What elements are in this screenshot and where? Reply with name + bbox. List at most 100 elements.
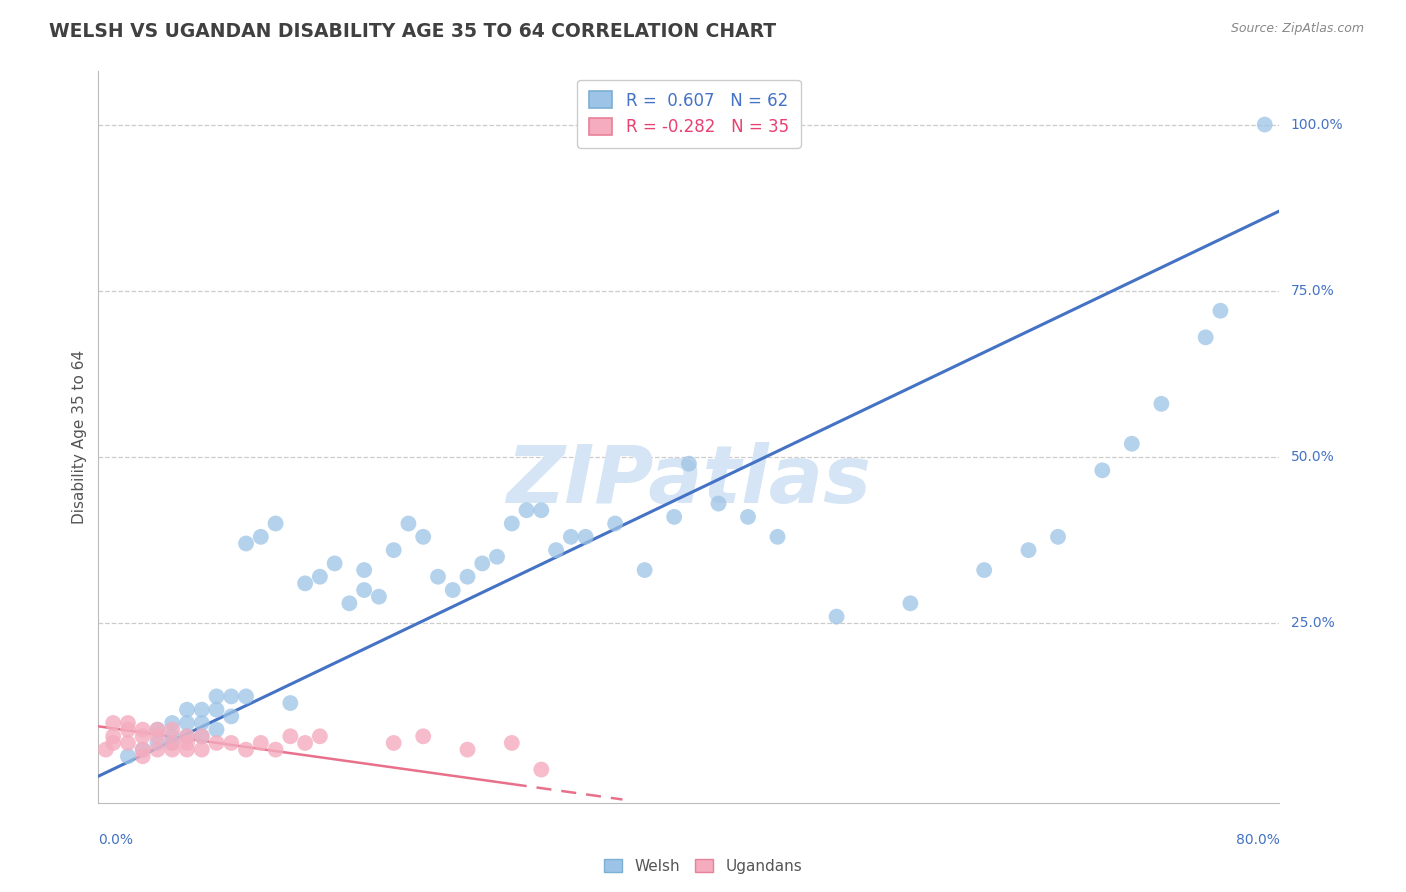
Point xyxy=(176,729,198,743)
Point xyxy=(132,729,155,743)
Text: WELSH VS UGANDAN DISABILITY AGE 35 TO 64 CORRELATION CHART: WELSH VS UGANDAN DISABILITY AGE 35 TO 64… xyxy=(49,22,776,41)
Point xyxy=(205,723,228,737)
Point xyxy=(146,736,169,750)
Point xyxy=(250,530,273,544)
Point xyxy=(219,690,242,704)
Point xyxy=(412,530,434,544)
Text: 25.0%: 25.0% xyxy=(1291,616,1334,631)
Point xyxy=(162,716,183,731)
Point xyxy=(973,563,995,577)
Point xyxy=(278,729,302,743)
Point xyxy=(1209,303,1232,318)
Point xyxy=(191,716,214,731)
Point xyxy=(132,742,155,756)
Point xyxy=(191,703,214,717)
Point xyxy=(162,736,183,750)
Point xyxy=(825,609,848,624)
Text: 75.0%: 75.0% xyxy=(1291,284,1334,298)
Point xyxy=(117,716,139,731)
Point xyxy=(574,530,596,544)
Text: Source: ZipAtlas.com: Source: ZipAtlas.com xyxy=(1230,22,1364,36)
Point xyxy=(94,742,117,756)
Point xyxy=(1150,397,1173,411)
Point xyxy=(1254,118,1277,132)
Point xyxy=(294,576,316,591)
Point xyxy=(219,736,242,750)
Point xyxy=(353,582,375,597)
Point xyxy=(176,736,198,750)
Point xyxy=(368,590,391,604)
Point xyxy=(664,509,686,524)
Point xyxy=(191,742,214,756)
Text: 50.0%: 50.0% xyxy=(1291,450,1334,464)
Text: 100.0%: 100.0% xyxy=(1291,118,1343,131)
Legend: R =  0.607   N = 62, R = -0.282   N = 35: R = 0.607 N = 62, R = -0.282 N = 35 xyxy=(578,79,800,148)
Point xyxy=(396,516,419,531)
Point xyxy=(456,742,478,756)
Point xyxy=(737,509,759,524)
Point xyxy=(103,729,125,743)
Point xyxy=(146,729,169,743)
Point xyxy=(427,570,450,584)
Point xyxy=(1046,530,1069,544)
Point xyxy=(117,723,139,737)
Point xyxy=(219,709,242,723)
Point xyxy=(250,736,273,750)
Point xyxy=(605,516,627,531)
Point xyxy=(132,723,155,737)
Point xyxy=(235,690,257,704)
Text: 80.0%: 80.0% xyxy=(1236,833,1279,847)
Point xyxy=(146,723,169,737)
Point xyxy=(633,563,655,577)
Point xyxy=(103,716,125,731)
Point xyxy=(441,582,464,597)
Point xyxy=(560,530,582,544)
Point xyxy=(146,723,169,737)
Point xyxy=(278,696,302,710)
Point xyxy=(162,723,183,737)
Point xyxy=(1017,543,1039,558)
Point xyxy=(162,742,183,756)
Point xyxy=(191,729,214,743)
Point xyxy=(205,690,228,704)
Point xyxy=(205,736,228,750)
Point xyxy=(176,742,198,756)
Point xyxy=(1121,436,1143,450)
Point xyxy=(264,516,287,531)
Point xyxy=(176,703,198,717)
Point xyxy=(530,763,553,777)
Point xyxy=(707,497,730,511)
Text: ZIPatlas: ZIPatlas xyxy=(506,442,872,520)
Point xyxy=(132,742,155,756)
Point xyxy=(205,703,228,717)
Point xyxy=(294,736,316,750)
Point xyxy=(1091,463,1114,477)
Point xyxy=(766,530,789,544)
Y-axis label: Disability Age 35 to 64: Disability Age 35 to 64 xyxy=(72,350,87,524)
Point xyxy=(501,736,523,750)
Point xyxy=(309,729,332,743)
Point xyxy=(176,729,198,743)
Point xyxy=(501,516,523,531)
Point xyxy=(412,729,434,743)
Point xyxy=(900,596,922,610)
Point xyxy=(456,570,478,584)
Point xyxy=(486,549,509,564)
Point xyxy=(264,742,287,756)
Point xyxy=(176,716,198,731)
Point xyxy=(471,557,494,571)
Point xyxy=(544,543,567,558)
Point xyxy=(235,742,257,756)
Point xyxy=(353,563,375,577)
Point xyxy=(146,742,169,756)
Point xyxy=(132,749,155,764)
Point xyxy=(337,596,360,610)
Point xyxy=(515,503,537,517)
Point xyxy=(162,729,183,743)
Point xyxy=(530,503,553,517)
Point xyxy=(103,736,125,750)
Point xyxy=(382,543,405,558)
Point xyxy=(191,729,214,743)
Point xyxy=(678,457,700,471)
Point xyxy=(117,749,139,764)
